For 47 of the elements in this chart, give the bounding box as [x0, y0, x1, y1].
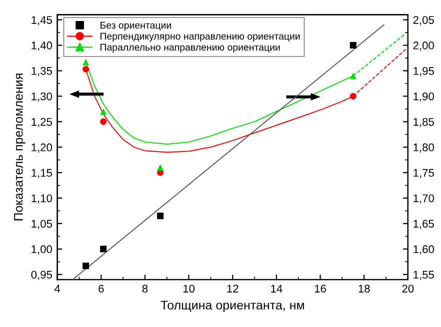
x-tick-label: 20: [402, 284, 414, 293]
y-tick-label: 1,30: [32, 92, 52, 102]
x-tick-label: 6: [98, 284, 104, 293]
x-tick-label: 12: [227, 284, 238, 292]
y-tick-label: 1,10: [32, 194, 52, 204]
y-tick-label: 1,05: [32, 220, 52, 230]
point: [350, 92, 356, 100]
y-tick-label: 0,95: [31, 270, 52, 280]
y-tick-label: 1,15: [32, 169, 52, 178]
y2-tick-label: 1,85: [414, 118, 434, 128]
point: [157, 212, 164, 220]
legend-label: Без ориентации: [100, 22, 171, 31]
y-tick-label: 1,25: [32, 118, 52, 128]
legend-label: Параллельно направлению ориентации: [100, 44, 280, 53]
point: [100, 246, 107, 252]
x-tick-label: 10: [183, 284, 195, 293]
y2-tick-label: 1,70: [414, 194, 434, 204]
y2-tick-label: 1,65: [414, 220, 434, 230]
point: [82, 262, 90, 270]
point: [100, 108, 107, 115]
y2-tick-label: 2,05: [413, 16, 434, 26]
point: [350, 72, 356, 80]
y2-tick-label: 1,95: [414, 67, 434, 76]
y2-tick-label: 1,55: [414, 270, 434, 280]
y-tick-label: 1,20: [32, 143, 52, 153]
x-tick-label: 8: [142, 284, 148, 293]
x-tick-label: 4: [54, 284, 60, 292]
point: [157, 164, 164, 171]
y-tick-label: 1,45: [32, 16, 52, 26]
y2-tick-label: 1,60: [414, 245, 434, 254]
point: [82, 66, 90, 72]
x-tick-label: 18: [358, 284, 370, 293]
x-axis-title: Толщина ориентанта, нм: [160, 300, 304, 312]
point: [82, 58, 90, 66]
point: [100, 118, 107, 125]
x-tick-label: 14: [271, 284, 282, 292]
y2-tick-label: 1,80: [414, 143, 434, 153]
y-tick-label: 1,35: [32, 67, 52, 76]
y-tick-label: 1,00: [32, 245, 52, 254]
point: [350, 42, 356, 49]
x-tick-label: 16: [314, 284, 326, 293]
legend-label: Перпендикулярно направлению ориентации: [100, 32, 300, 42]
y-tick-label: 1,40: [32, 42, 52, 51]
y2-tick-label: 1,90: [414, 92, 434, 102]
y-axis-title: Показатель преломления: [14, 74, 26, 220]
y2-tick-label: 2,00: [413, 42, 434, 51]
y2-tick-label: 1,75: [414, 169, 434, 178]
